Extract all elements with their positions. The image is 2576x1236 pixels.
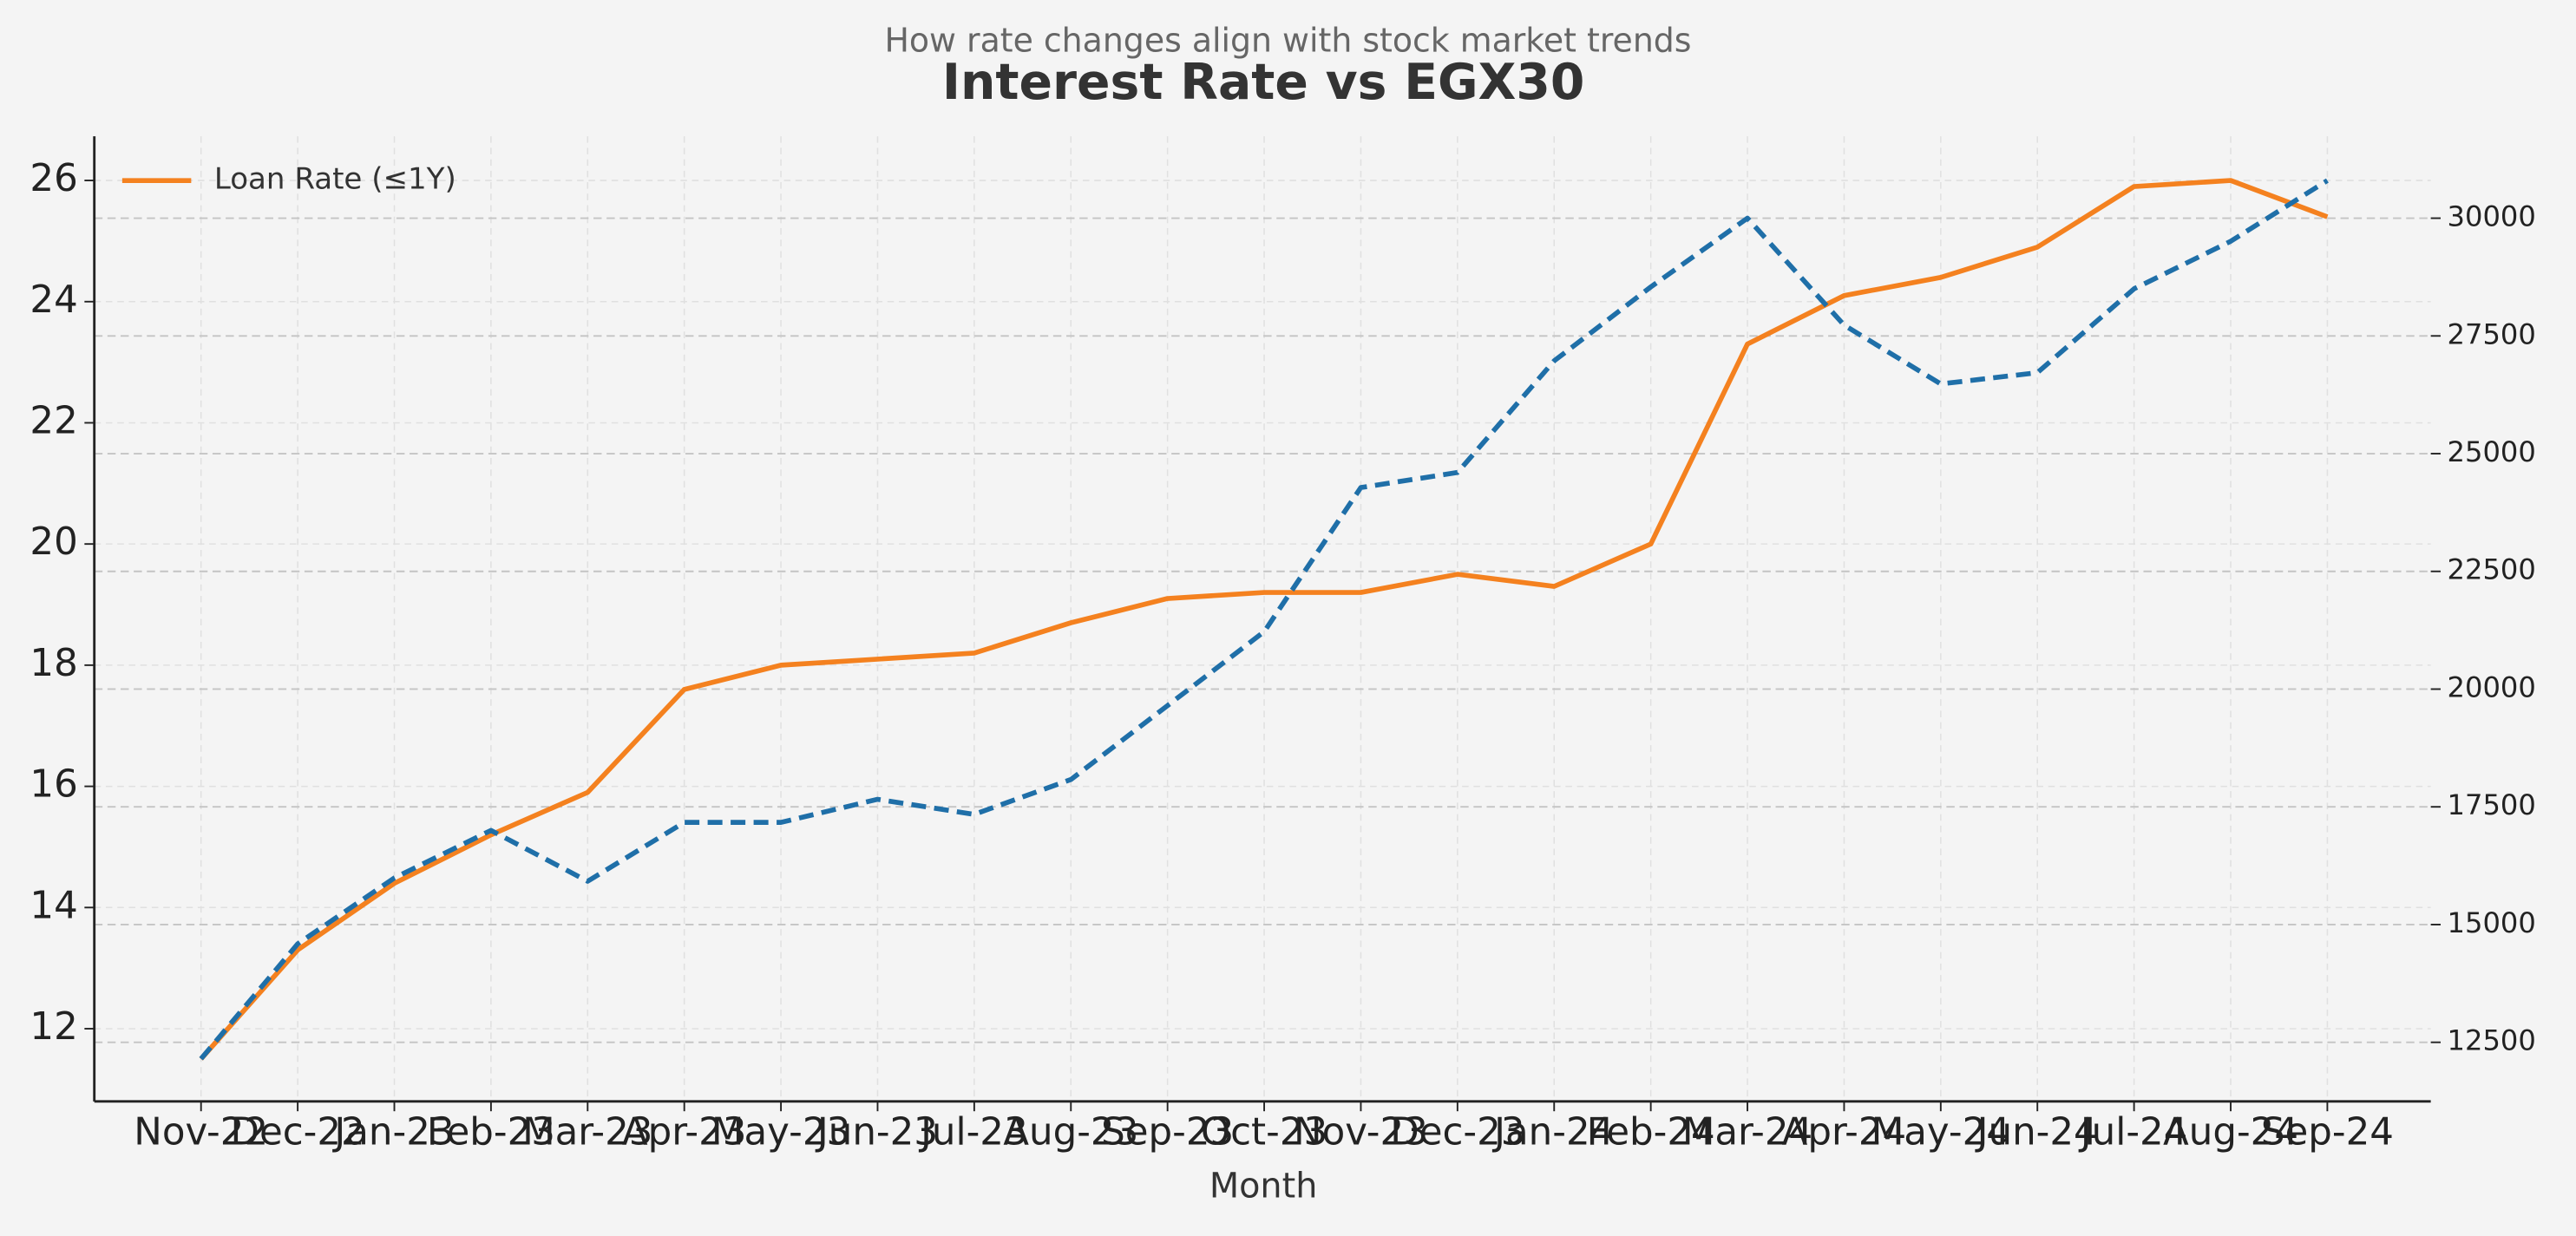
x-tick-label: Feb-23	[427, 1111, 555, 1154]
chart-subtitle: How rate changes align with stock market…	[884, 22, 1691, 60]
x-tick-label: Jan-24	[1491, 1111, 1614, 1154]
y-tick-label: 26	[29, 157, 77, 200]
x-tick-label: Jul-23	[918, 1111, 1028, 1154]
series-line	[199, 178, 2329, 1061]
y2-tick-label: 22500	[2448, 553, 2536, 586]
x-tick-label: Feb-24	[1587, 1111, 1715, 1154]
x-tick-label: Jun-23	[815, 1111, 938, 1154]
x-tick-label: Apr-23	[622, 1111, 747, 1154]
series-line	[199, 178, 2329, 1061]
x-tick-label: Oct-23	[1201, 1111, 1327, 1154]
x-tick-label: Mar-24	[1682, 1111, 1812, 1154]
x-tick-label: Dec-23	[1390, 1111, 1524, 1154]
x-tick-label: Nov-23	[1294, 1111, 1428, 1154]
y-tick-label: 18	[29, 642, 77, 685]
y-tick-label: 24	[29, 278, 77, 322]
x-tick-label: Jun-24	[1975, 1111, 2098, 1154]
x-tick-label: Aug-24	[2163, 1111, 2298, 1154]
y-tick-label: 12	[29, 1005, 77, 1049]
y-tick-label: 16	[29, 763, 77, 807]
y2-tick-label: 25000	[2448, 435, 2536, 468]
x-tick-label: Aug-23	[1003, 1111, 1138, 1154]
y2-tick-label: 30000	[2448, 200, 2536, 233]
x-tick-label: Mar-23	[522, 1111, 652, 1154]
chart-title: Interest Rate vs EGX30	[942, 54, 1584, 111]
y2-tick-label: 12500	[2448, 1024, 2536, 1057]
y-tick-label: 22	[29, 399, 77, 442]
x-tick-label: Dec-22	[230, 1111, 364, 1154]
y2-tick-label: 27500	[2448, 317, 2536, 350]
x-tick-label: May-24	[1871, 1111, 2010, 1154]
x-tick-label: Sep-23	[1101, 1111, 1234, 1154]
x-tick-label: Jan-23	[331, 1111, 454, 1154]
y2-tick-label: 17500	[2448, 788, 2536, 821]
y-tick-label: 20	[29, 520, 77, 564]
x-tick-label: Sep-24	[2261, 1111, 2394, 1154]
y-tick-label: 14	[29, 884, 77, 927]
y2-tick-label: 15000	[2448, 906, 2536, 939]
x-tick-label: Apr-24	[1782, 1111, 1907, 1154]
x-tick-label: Jul-24	[2078, 1111, 2188, 1154]
y2-tick-label: 20000	[2448, 670, 2536, 703]
legend-label: Loan Rate (≤1Y)	[214, 162, 456, 197]
x-axis-label: Month	[1209, 1167, 1318, 1207]
x-tick-label: Nov-22	[134, 1111, 268, 1154]
x-tick-label: May-23	[711, 1111, 850, 1154]
